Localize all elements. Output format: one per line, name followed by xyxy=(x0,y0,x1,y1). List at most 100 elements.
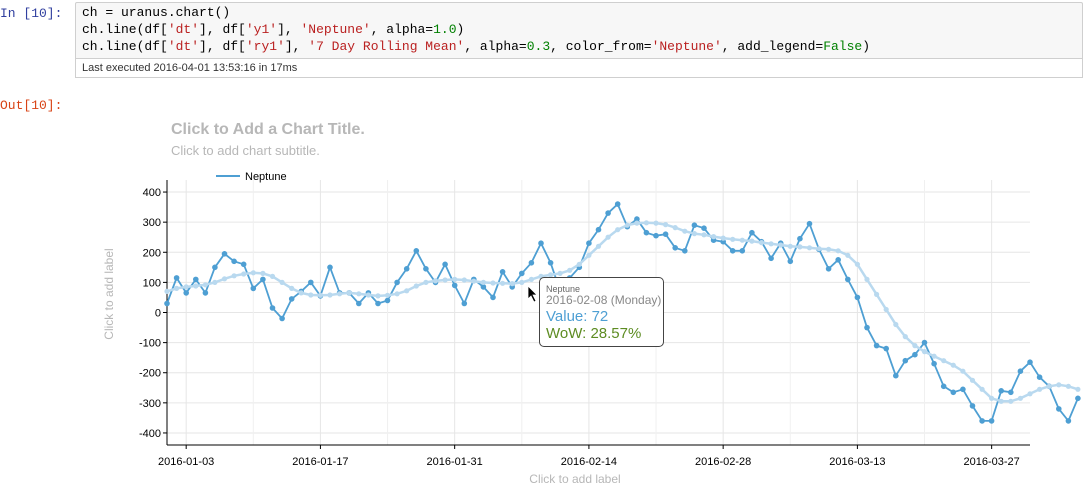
neptune-point[interactable] xyxy=(451,282,458,289)
neptune-point[interactable] xyxy=(193,276,199,283)
rolling-mean-point[interactable] xyxy=(979,386,985,392)
rolling-mean-point[interactable] xyxy=(739,237,745,243)
rolling-mean-point[interactable] xyxy=(567,267,573,273)
rolling-mean-point[interactable] xyxy=(1046,383,1052,389)
rolling-mean-point[interactable] xyxy=(663,222,669,228)
rolling-mean-point[interactable] xyxy=(787,243,793,249)
rolling-mean-point[interactable] xyxy=(346,290,352,296)
neptune-point[interactable] xyxy=(1056,406,1062,412)
rolling-mean-point[interactable] xyxy=(212,279,218,285)
rolling-mean-point[interactable] xyxy=(183,284,189,290)
rolling-mean-point[interactable] xyxy=(337,291,343,297)
y-axis-label[interactable]: Click to add label xyxy=(102,248,116,339)
neptune-point[interactable] xyxy=(413,248,420,254)
rolling-mean-point[interactable] xyxy=(730,236,736,242)
rolling-mean-point[interactable] xyxy=(164,288,170,294)
rolling-mean-point[interactable] xyxy=(356,291,362,297)
rolling-mean-point[interactable] xyxy=(279,279,285,285)
neptune-point[interactable] xyxy=(835,257,841,263)
neptune-point[interactable] xyxy=(461,300,468,307)
neptune-point[interactable] xyxy=(960,386,966,393)
rolling-mean-point[interactable] xyxy=(231,273,237,279)
rolling-mean-point[interactable] xyxy=(701,232,707,238)
neptune-point[interactable] xyxy=(327,264,333,271)
rolling-mean-point[interactable] xyxy=(826,246,832,252)
neptune-point[interactable] xyxy=(423,266,429,272)
rolling-mean-point[interactable] xyxy=(749,238,755,244)
legend[interactable]: Neptune xyxy=(216,171,287,183)
neptune-point[interactable] xyxy=(308,279,314,286)
neptune-point[interactable] xyxy=(250,285,257,292)
neptune-point[interactable] xyxy=(519,270,525,277)
neptune-point[interactable] xyxy=(614,201,621,207)
neptune-point[interactable] xyxy=(1017,368,1024,375)
series-layer[interactable] xyxy=(164,201,1081,424)
rolling-mean-point[interactable] xyxy=(413,283,419,289)
rolling-mean-point[interactable] xyxy=(317,292,323,298)
neptune-point[interactable] xyxy=(691,222,698,228)
rolling-mean-point[interactable] xyxy=(672,225,678,231)
rolling-mean-point[interactable] xyxy=(969,377,976,383)
neptune-point[interactable] xyxy=(787,258,794,265)
neptune-point[interactable] xyxy=(864,324,870,331)
rolling-mean-point[interactable] xyxy=(289,285,295,291)
neptune-point[interactable] xyxy=(260,276,266,283)
rolling-mean-point[interactable] xyxy=(1056,382,1062,388)
rolling-mean-point[interactable] xyxy=(471,278,477,284)
rolling-mean-point[interactable] xyxy=(624,222,630,228)
neptune-point[interactable] xyxy=(662,231,669,237)
rolling-mean-point[interactable] xyxy=(806,245,813,251)
neptune-point[interactable] xyxy=(173,275,180,281)
rolling-mean-point[interactable] xyxy=(298,290,304,296)
neptune-point[interactable] xyxy=(595,226,602,233)
neptune-point[interactable] xyxy=(490,294,496,301)
neptune-point[interactable] xyxy=(672,245,678,251)
rolling-mean-point[interactable] xyxy=(595,243,602,249)
code-editor[interactable]: ch = uranus.chart() ch.line(df['dt'], df… xyxy=(75,2,1083,58)
rolling-mean-point[interactable] xyxy=(845,252,851,258)
rolling-mean-point[interactable] xyxy=(260,270,266,276)
rolling-mean-point[interactable] xyxy=(1008,398,1014,404)
rolling-mean-point[interactable] xyxy=(720,235,726,241)
neptune-point[interactable] xyxy=(854,294,861,301)
rolling-mean-point[interactable] xyxy=(442,277,448,283)
rolling-mean-point[interactable] xyxy=(912,343,918,349)
neptune-point[interactable] xyxy=(586,240,592,246)
rolling-mean-point[interactable] xyxy=(174,285,180,291)
code-line-3[interactable]: ch.line(df['dt'], df['ry1'], '7 Day Roll… xyxy=(82,39,871,54)
neptune-point[interactable] xyxy=(969,403,976,409)
chart-subtitle[interactable]: Click to add chart subtitle. xyxy=(171,143,320,158)
rolling-mean-point[interactable] xyxy=(893,321,899,328)
rolling-mean-point[interactable] xyxy=(250,270,256,276)
neptune-point[interactable] xyxy=(231,258,237,265)
neptune-point[interactable] xyxy=(988,418,995,424)
rolling-mean-point[interactable] xyxy=(1027,391,1033,397)
rolling-mean-point[interactable] xyxy=(643,220,650,226)
rolling-mean-point[interactable] xyxy=(548,272,554,278)
code-line-1[interactable]: ch = uranus.chart() xyxy=(82,5,231,20)
rolling-mean-point[interactable] xyxy=(921,349,928,355)
rolling-mean-point[interactable] xyxy=(691,231,698,237)
rolling-mean-point[interactable] xyxy=(327,292,333,298)
rolling-mean-point[interactable] xyxy=(931,353,937,359)
neptune-point[interactable] xyxy=(384,297,391,304)
rolling-mean-point[interactable] xyxy=(1065,383,1071,389)
rolling-mean-point[interactable] xyxy=(576,261,582,267)
rolling-mean-point[interactable] xyxy=(509,281,515,287)
neptune-point[interactable] xyxy=(701,225,707,231)
rolling-mean-point[interactable] xyxy=(864,276,870,282)
rolling-mean-point[interactable] xyxy=(404,288,410,294)
rolling-mean-point[interactable] xyxy=(682,228,688,234)
rolling-mean-point[interactable] xyxy=(998,398,1004,404)
rolling-mean-point[interactable] xyxy=(653,220,659,226)
rolling-mean-point[interactable] xyxy=(615,227,621,233)
rolling-mean-point[interactable] xyxy=(711,234,717,240)
neptune-point[interactable] xyxy=(279,315,285,322)
neptune-point[interactable] xyxy=(269,305,276,311)
neptune-point[interactable] xyxy=(288,296,295,302)
rolling-mean-point[interactable] xyxy=(432,278,439,284)
neptune-point[interactable] xyxy=(643,229,650,236)
neptune-point[interactable] xyxy=(547,260,554,266)
neptune-point[interactable] xyxy=(912,351,918,358)
